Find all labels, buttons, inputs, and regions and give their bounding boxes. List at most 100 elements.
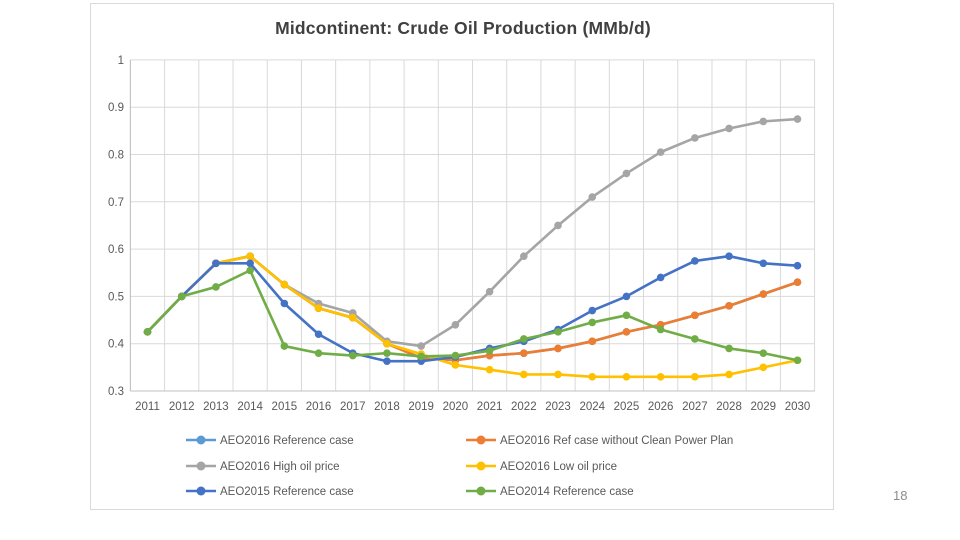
legend-item-aeo2015-reference-case: AEO2015 Reference case bbox=[186, 486, 354, 498]
data-point bbox=[793, 356, 802, 365]
x-tick-label: 2013 bbox=[203, 401, 229, 413]
data-point bbox=[246, 259, 254, 268]
legend-item-aeo2014-reference-case: AEO2014 Reference case bbox=[466, 486, 634, 498]
data-point bbox=[314, 349, 323, 357]
chart-legend: AEO2016 Reference case AEO2016 Ref case w… bbox=[186, 435, 733, 498]
y-tick-label: 0.8 bbox=[108, 150, 124, 162]
data-point bbox=[725, 370, 733, 379]
legend-marker-dot bbox=[476, 486, 486, 496]
x-tick-label: 2027 bbox=[682, 401, 708, 413]
legend-label: AEO2016 Low oil price bbox=[500, 461, 617, 473]
legend-marker-dot bbox=[196, 461, 206, 471]
x-tick-label: 2018 bbox=[374, 401, 400, 413]
data-point bbox=[656, 273, 665, 282]
data-point bbox=[554, 328, 562, 336]
y-tick-label: 1 bbox=[118, 55, 124, 67]
data-point bbox=[383, 339, 391, 348]
data-point bbox=[212, 283, 220, 291]
x-tick-label: 2026 bbox=[648, 401, 674, 413]
data-point bbox=[143, 328, 152, 336]
data-point bbox=[656, 373, 665, 381]
data-point bbox=[622, 292, 631, 301]
x-tick-label: 2014 bbox=[237, 401, 263, 413]
axis-lines bbox=[129, 59, 815, 392]
x-tick-label: 2022 bbox=[511, 401, 537, 413]
data-point bbox=[451, 361, 460, 369]
x-tick-label: 2015 bbox=[272, 401, 298, 413]
data-point bbox=[246, 252, 254, 260]
x-tick-label: 2020 bbox=[443, 401, 469, 413]
x-tick-label: 2030 bbox=[785, 401, 811, 413]
data-point bbox=[383, 357, 391, 366]
data-point bbox=[759, 349, 768, 357]
gridlines bbox=[129, 59, 816, 392]
y-tick-label: 0.7 bbox=[108, 197, 124, 209]
legend-label: AEO2016 Ref case without Clean Power Pla… bbox=[500, 435, 733, 447]
legend-marker-dot bbox=[476, 435, 486, 445]
data-point bbox=[314, 304, 323, 313]
data-point bbox=[417, 352, 425, 361]
data-point bbox=[485, 287, 494, 296]
legend-item-aeo2016-reference-case: AEO2016 Reference case bbox=[186, 435, 354, 447]
data-point bbox=[588, 337, 597, 346]
y-tick-label: 0.9 bbox=[108, 102, 124, 114]
data-point bbox=[348, 351, 357, 360]
x-tick-label: 2017 bbox=[340, 401, 366, 413]
legend-label: AEO2014 Reference case bbox=[500, 486, 634, 498]
legend-label: AEO2016 Reference case bbox=[220, 435, 354, 447]
data-point bbox=[656, 148, 665, 156]
chart-title: Midcontinent: Crude Oil Production (MMb/… bbox=[275, 18, 651, 38]
data-point bbox=[725, 302, 733, 310]
x-tick-label: 2021 bbox=[477, 401, 503, 413]
x-tick-label: 2024 bbox=[579, 401, 605, 413]
data-point bbox=[656, 325, 665, 334]
data-point bbox=[520, 252, 528, 260]
x-tick-label: 2028 bbox=[716, 401, 742, 413]
legend-label: AEO2015 Reference case bbox=[220, 486, 354, 498]
x-tick-label: 2019 bbox=[408, 401, 434, 413]
data-point bbox=[759, 259, 768, 268]
data-point bbox=[280, 299, 289, 308]
y-axis-labels: 0.3 0.4 0.5 0.6 0.7 0.8 0.9 1 bbox=[108, 55, 125, 398]
data-point bbox=[759, 363, 768, 372]
data-point bbox=[485, 365, 494, 374]
x-tick-label: 2016 bbox=[306, 401, 332, 413]
x-tick-label: 2029 bbox=[750, 401, 776, 413]
data-point bbox=[622, 311, 631, 320]
data-point bbox=[212, 259, 220, 268]
data-point bbox=[793, 261, 802, 270]
y-tick-label: 0.5 bbox=[108, 291, 124, 303]
data-point bbox=[417, 342, 425, 350]
data-point bbox=[280, 342, 289, 350]
data-point bbox=[177, 292, 186, 301]
x-tick-label: 2025 bbox=[614, 401, 640, 413]
legend-marker-dot bbox=[196, 435, 206, 445]
data-point bbox=[793, 115, 802, 123]
legend-item-aeo2016-high-oil-price: AEO2016 High oil price bbox=[186, 461, 340, 473]
data-point bbox=[280, 280, 289, 289]
data-point bbox=[485, 346, 494, 355]
data-point bbox=[691, 257, 699, 265]
data-point bbox=[691, 311, 699, 320]
legend-item-aeo2016-low-oil-price: AEO2016 Low oil price bbox=[466, 461, 617, 473]
data-point bbox=[520, 370, 528, 379]
data-point bbox=[759, 290, 768, 298]
data-point bbox=[725, 124, 733, 133]
legend-marker-dot bbox=[196, 486, 206, 496]
series-line-aeo2014-reference-case bbox=[143, 266, 802, 365]
data-point bbox=[383, 349, 391, 357]
data-point bbox=[554, 344, 562, 353]
data-point bbox=[691, 373, 699, 381]
data-point bbox=[451, 320, 460, 329]
data-point bbox=[759, 117, 768, 126]
data-point bbox=[588, 306, 597, 315]
x-axis-labels: 2011 2012 2013 2014 2015 2016 2017 2018 2019 2020… bbox=[135, 401, 810, 413]
data-point bbox=[520, 349, 528, 357]
data-point bbox=[691, 335, 699, 343]
legend-marker-dot bbox=[476, 461, 486, 471]
data-point bbox=[554, 370, 562, 379]
data-point bbox=[588, 318, 597, 327]
y-tick-label: 0.6 bbox=[108, 244, 124, 256]
data-point bbox=[691, 134, 699, 142]
